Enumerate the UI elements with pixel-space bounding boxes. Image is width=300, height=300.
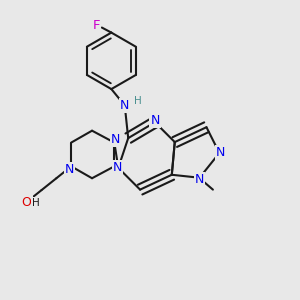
Text: H: H bbox=[32, 198, 40, 208]
Text: O: O bbox=[22, 196, 32, 208]
Text: N: N bbox=[195, 173, 204, 186]
Text: N: N bbox=[113, 161, 122, 174]
Text: N: N bbox=[216, 146, 226, 160]
Text: N: N bbox=[65, 163, 74, 176]
Text: N: N bbox=[111, 133, 121, 146]
Text: H: H bbox=[134, 96, 142, 106]
Text: N: N bbox=[120, 99, 129, 112]
Text: F: F bbox=[93, 19, 100, 32]
Text: N: N bbox=[150, 114, 160, 127]
